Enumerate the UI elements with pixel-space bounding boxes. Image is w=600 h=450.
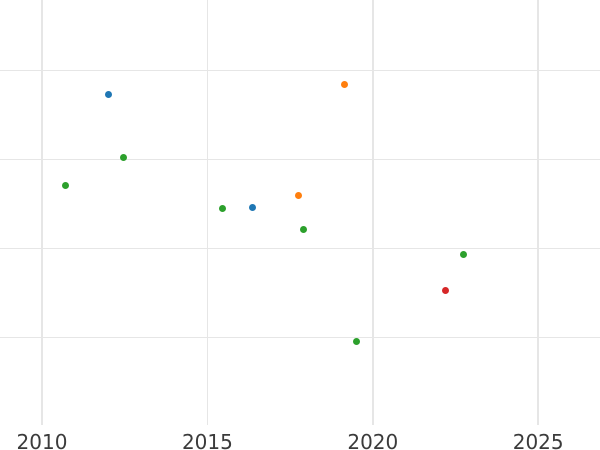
x-axis-tick-label: 2025: [512, 430, 564, 450]
horizontal-gridline: [0, 336, 600, 339]
x-axis-tick-label: 2010: [16, 430, 68, 450]
horizontal-gridline: [0, 247, 600, 250]
x-axis-tick-label: 2015: [181, 430, 233, 450]
scatter-point-green: [460, 250, 468, 258]
vertical-gridline: [372, 0, 374, 425]
scatter-point-blue: [104, 91, 112, 99]
vertical-gridline: [537, 0, 539, 425]
vertical-gridline: [41, 0, 43, 425]
scatter-point-green: [352, 337, 360, 345]
x-axis-tick-label: 2020: [347, 430, 399, 450]
scatter-point-green: [119, 153, 127, 161]
scatter-point-blue: [248, 204, 256, 212]
scatter-point-green: [61, 182, 69, 189]
scatter-point-orange: [341, 81, 349, 89]
scatter-point-green: [299, 225, 307, 233]
horizontal-gridline: [0, 69, 600, 72]
scatter-point-green: [218, 205, 226, 213]
scatter-point-red: [442, 287, 450, 295]
horizontal-gridline: [0, 158, 600, 161]
vertical-gridline: [206, 0, 209, 425]
scatter-point-orange: [294, 191, 302, 199]
